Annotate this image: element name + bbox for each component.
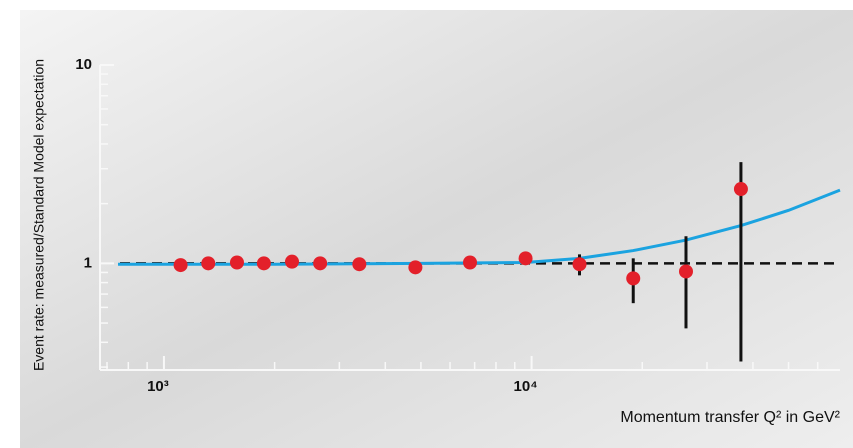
x-tick-label: 10³ (147, 378, 169, 395)
y-axis-label: Event rate: measured/Standard Model expe… (31, 59, 47, 371)
data-point (229, 255, 244, 270)
x-tick-label: 10⁴ (514, 378, 538, 395)
data-point (678, 264, 693, 279)
data-point (313, 256, 328, 271)
y-tick-label: 10 (75, 56, 92, 73)
data-point (572, 257, 587, 272)
data-point (173, 258, 188, 273)
data-point (518, 251, 533, 266)
fit-curve (118, 188, 841, 266)
data-point (733, 182, 748, 197)
data-point (352, 257, 367, 272)
y-tick-label: 1 (84, 254, 92, 271)
data-point (463, 255, 478, 270)
data-point (284, 254, 299, 269)
x-axis-label: Momentum transfer Q² in GeV² (620, 409, 840, 426)
data-point (408, 260, 423, 275)
photo-background (20, 10, 853, 448)
data-point (201, 256, 216, 271)
data-point (626, 271, 641, 286)
data-point (256, 256, 271, 271)
